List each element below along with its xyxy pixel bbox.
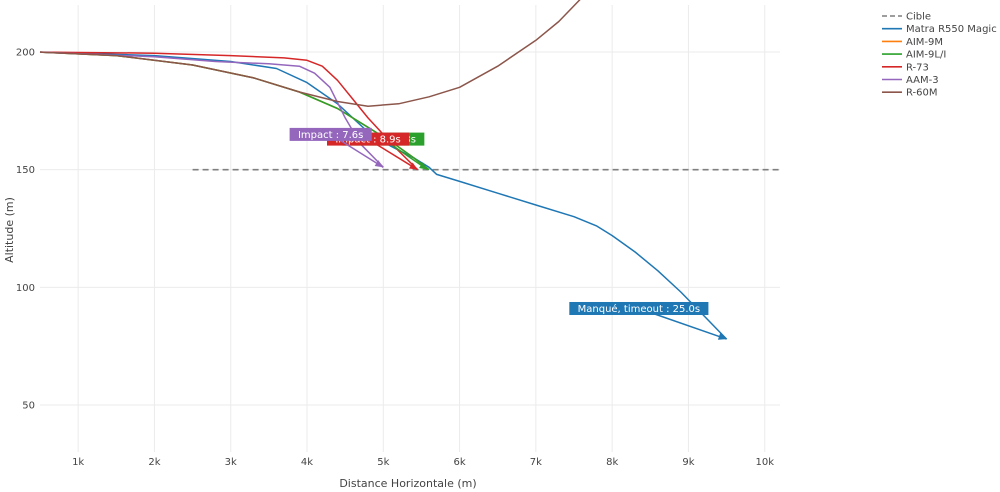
legend-label: AAM-3 <box>906 75 939 86</box>
y-axis-title: Altitude (m) <box>3 197 16 263</box>
y-tick-label: 150 <box>16 165 35 176</box>
x-tick-label: 1k <box>72 457 84 468</box>
x-axis-ticks: 1k 2k 3k 4k 5k 6k 7k 8k 9k 10k <box>72 457 774 468</box>
x-tick-label: 8k <box>606 457 618 468</box>
x-tick-label: 7k <box>530 457 542 468</box>
series-line-aim-9l-i <box>39 51 430 171</box>
series-line-r-73 <box>39 51 419 171</box>
legend-label: R-60M <box>906 88 938 99</box>
x-tick-label: 10k <box>755 457 774 468</box>
x-tick-label: 6k <box>454 457 466 468</box>
x-tick-label: 9k <box>682 457 694 468</box>
legend-item-cible[interactable]: Cible <box>882 12 931 23</box>
annotation-arrowhead <box>418 162 428 170</box>
legend-item-aim-9l-i[interactable]: AIM-9L/I <box>882 50 946 61</box>
grid <box>40 5 780 452</box>
legend-item-r-73[interactable]: R-73 <box>882 62 929 73</box>
legend-label: AIM-9M <box>906 37 943 48</box>
series-line-r-60m <box>39 0 581 107</box>
annotation-arrowhead <box>717 333 727 340</box>
y-tick-label: 100 <box>16 283 35 294</box>
y-tick-label: 50 <box>22 400 35 411</box>
legend-item-matra-r550-magic-2[interactable]: Matra R550 Magic 2 <box>882 24 1000 35</box>
x-axis-title: Distance Horizontale (m) <box>339 477 476 490</box>
annotation-arrowhead <box>408 162 418 170</box>
x-tick-label: 4k <box>301 457 313 468</box>
legend-label: Matra R550 Magic 2 <box>906 24 1000 35</box>
x-tick-label: 2k <box>148 457 160 468</box>
y-axis-ticks: 50 100 150 200 <box>16 48 35 412</box>
annotation-0: Manqué, timeout : 25.0s <box>569 301 727 340</box>
legend-item-aam-3[interactable]: AAM-3 <box>882 75 939 86</box>
x-tick-label: 3k <box>225 457 237 468</box>
x-tick-label: 5k <box>377 457 389 468</box>
legend-item-r-60m[interactable]: R-60M <box>882 88 938 99</box>
annotation-label: Impact : 7.6s <box>298 130 363 141</box>
legend-label: Cible <box>906 12 931 23</box>
annotation-label: Manqué, timeout : 25.0s <box>578 303 700 315</box>
annotation-3: Impact : 7.6s <box>289 127 384 168</box>
series-line-matra-r550-magic-2 <box>39 51 728 340</box>
annotation-box <box>289 127 372 141</box>
annotation-box <box>569 301 709 315</box>
legend-label: AIM-9L/I <box>906 50 946 61</box>
annotations-group: Manqué, timeout : 25.0sImpact : 8.3sImpa… <box>289 127 727 340</box>
annotation-arrowhead <box>374 160 384 168</box>
legend-item-aim-9m[interactable]: AIM-9M <box>882 37 943 48</box>
legend-label: R-73 <box>906 62 929 73</box>
y-tick-label: 200 <box>16 48 35 59</box>
